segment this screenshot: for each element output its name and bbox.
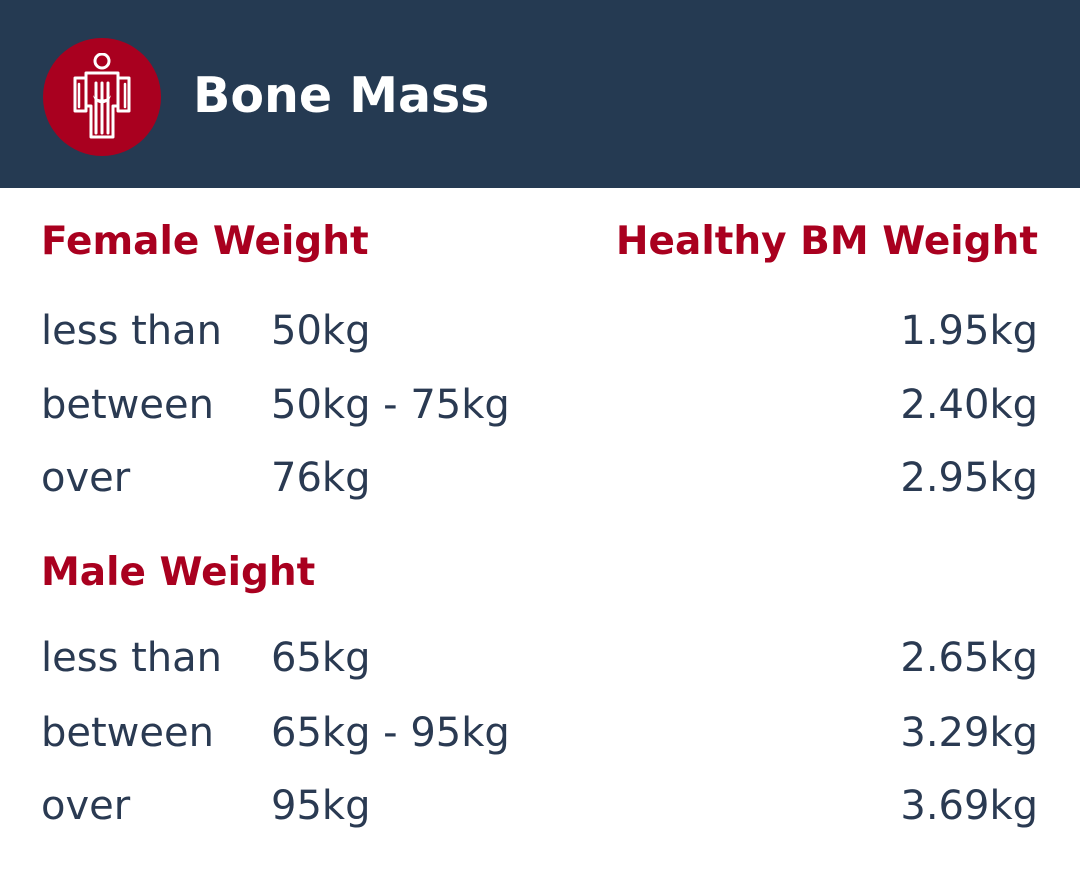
female-row-qualifier: less than bbox=[41, 308, 223, 354]
female-row-qualifier: over bbox=[41, 455, 131, 501]
female-row-range: 76kg bbox=[271, 455, 371, 501]
male-row-qualifier: between bbox=[41, 710, 214, 756]
male-row-healthy-bm-value: 2.65kg bbox=[900, 635, 1038, 681]
male-row-less-than: less than 65kg 2.65kg bbox=[0, 630, 1080, 686]
female-row-less-than: less than 50kg 1.95kg bbox=[0, 303, 1080, 359]
female-weight-heading: Female Weight bbox=[41, 219, 369, 264]
bone-mass-icon-badge bbox=[43, 38, 161, 156]
female-row-range: 50kg - 75kg bbox=[271, 382, 510, 428]
female-row-healthy-bm-value: 2.95kg bbox=[900, 455, 1038, 501]
healthy-bm-weight-heading: Healthy BM Weight bbox=[615, 219, 1038, 264]
male-row-qualifier: over bbox=[41, 783, 131, 829]
male-weight-heading: Male Weight bbox=[41, 550, 316, 595]
female-row-healthy-bm-value: 1.95kg bbox=[900, 308, 1038, 354]
male-row-over: over 95kg 3.69kg bbox=[0, 778, 1080, 834]
male-row-range: 65kg - 95kg bbox=[271, 710, 510, 756]
male-row-healthy-bm-value: 3.29kg bbox=[900, 710, 1038, 756]
skeleton-body-icon bbox=[73, 53, 131, 139]
female-row-range: 50kg bbox=[271, 308, 371, 354]
male-row-range: 65kg bbox=[271, 635, 371, 681]
female-row-healthy-bm-value: 2.40kg bbox=[900, 382, 1038, 428]
male-row-qualifier: less than bbox=[41, 635, 223, 681]
male-row-healthy-bm-value: 3.69kg bbox=[900, 783, 1038, 829]
bone-mass-header: Bone Mass bbox=[0, 0, 1080, 188]
page-title: Bone Mass bbox=[193, 67, 490, 124]
male-row-range: 95kg bbox=[271, 783, 371, 829]
female-row-qualifier: between bbox=[41, 382, 214, 428]
male-row-between: between 65kg - 95kg 3.29kg bbox=[0, 705, 1080, 761]
female-row-between: between 50kg - 75kg 2.40kg bbox=[0, 377, 1080, 433]
female-row-over: over 76kg 2.95kg bbox=[0, 450, 1080, 506]
